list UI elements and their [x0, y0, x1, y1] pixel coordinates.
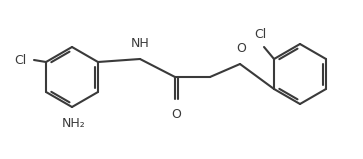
Text: O: O	[171, 108, 181, 121]
Text: Cl: Cl	[14, 53, 26, 66]
Text: NH: NH	[131, 37, 150, 50]
Text: NH₂: NH₂	[62, 117, 86, 130]
Text: O: O	[236, 42, 246, 55]
Text: Cl: Cl	[254, 28, 266, 41]
